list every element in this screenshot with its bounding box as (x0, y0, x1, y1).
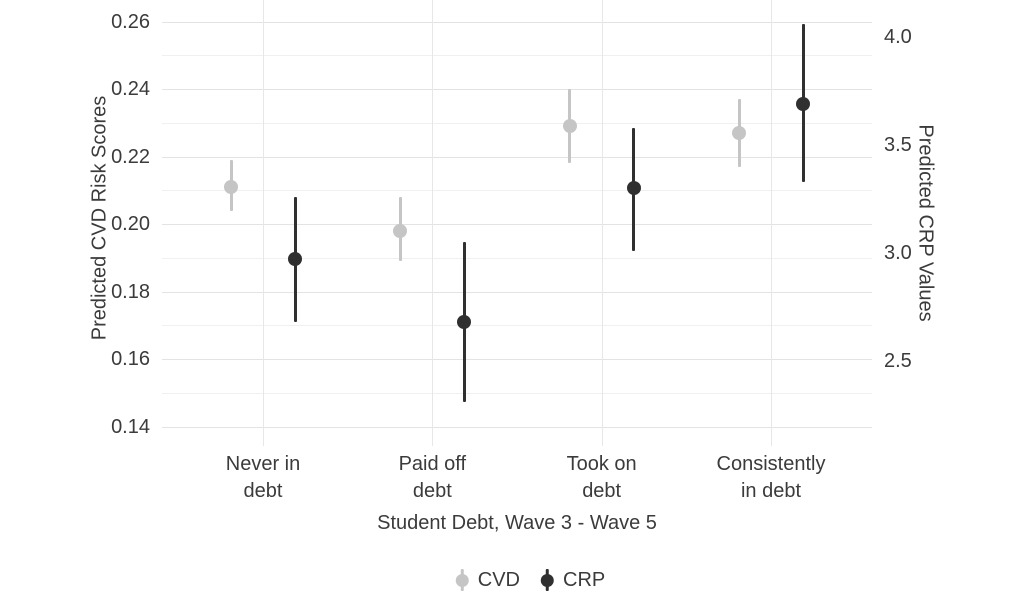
x-axis-title: Student Debt, Wave 3 - Wave 5 (377, 512, 657, 534)
crp-point-1 (457, 315, 472, 330)
left-axis-title: Predicted CVD Risk Scores (88, 95, 111, 341)
crp-key-dot (540, 573, 554, 587)
gridline-horizontal-minor (162, 325, 872, 327)
left-axis-tick-label: 0.18 (111, 280, 150, 303)
gridline-horizontal-minor (162, 257, 872, 259)
crp-point-2 (626, 181, 641, 196)
crp-pointrange-icon (540, 567, 554, 593)
cvd-key-dot (455, 573, 469, 587)
gridline-vertical (771, 0, 772, 446)
x-category-label-line: Never in (225, 453, 301, 475)
x-category-label-line: debt (412, 480, 452, 502)
cvd-pointrange-icon (455, 567, 469, 593)
x-category-label: Consistently in debt (681, 451, 861, 505)
gridline-horizontal-major (162, 89, 872, 90)
gridline-horizontal-minor (162, 190, 872, 192)
x-category-label: Paid off debt (342, 451, 522, 505)
crp-point-3 (796, 96, 810, 111)
x-category-label-line: in debt (740, 480, 802, 502)
left-axis-tick-label: 0.14 (111, 415, 150, 438)
right-axis-tick-label: 3.0 (884, 242, 912, 264)
right-axis-title: Predicted CRP Values (914, 124, 937, 322)
x-category-label-line: Paid off (398, 453, 467, 475)
right-axis-tick-label: 3.5 (884, 134, 912, 156)
legend-label-cvd: CVD (477, 568, 520, 591)
right-axis-tick-label: 4.0 (884, 26, 912, 48)
legend-item-cvd: CVD (455, 567, 520, 593)
legend-item-crp: CRP (540, 567, 605, 593)
gridline-horizontal-major (162, 224, 872, 225)
cvd-point-0 (224, 179, 238, 194)
left-axis-tick-label: 0.24 (111, 78, 150, 100)
x-category-label-line: Took on (566, 453, 637, 475)
cvd-point-1 (393, 223, 408, 238)
x-category-label: Took on debt (512, 451, 692, 505)
x-category-label: Never in debt (173, 451, 353, 505)
gridline-horizontal-major (162, 156, 872, 158)
x-category-label-line: debt (582, 480, 622, 502)
gridline-vertical (432, 0, 434, 446)
gridline-horizontal-major (162, 21, 872, 23)
crp-point-0 (288, 252, 302, 267)
gridline-horizontal-major (162, 359, 872, 360)
left-axis-tick-label: 0.26 (111, 10, 150, 33)
gridline-horizontal-minor (162, 55, 872, 57)
legend: CVD CRP (455, 567, 605, 593)
legend-label-crp: CRP (563, 568, 606, 591)
cvd-point-3 (732, 125, 746, 140)
gridline-horizontal-major (162, 426, 872, 428)
cvd-point-2 (562, 119, 577, 134)
left-axis-tick-label: 0.16 (111, 348, 150, 370)
gridline-vertical (263, 0, 264, 446)
gridline-vertical (601, 0, 603, 446)
x-category-label-line: Consistently (716, 453, 826, 475)
gridline-horizontal-major (162, 291, 872, 293)
left-axis-tick-label: 0.20 (111, 213, 150, 235)
right-axis-tick-label: 2.5 (884, 350, 912, 372)
left-axis-tick-label: 0.22 (111, 145, 150, 168)
gridline-horizontal-minor (162, 392, 872, 394)
x-category-label-line: debt (243, 480, 283, 502)
gridline-horizontal-minor (162, 122, 872, 124)
